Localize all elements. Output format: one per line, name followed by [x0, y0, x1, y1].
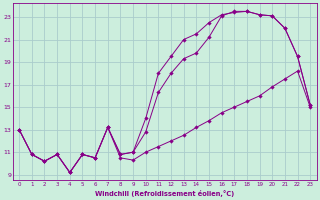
X-axis label: Windchill (Refroidissement éolien,°C): Windchill (Refroidissement éolien,°C) — [95, 190, 234, 197]
